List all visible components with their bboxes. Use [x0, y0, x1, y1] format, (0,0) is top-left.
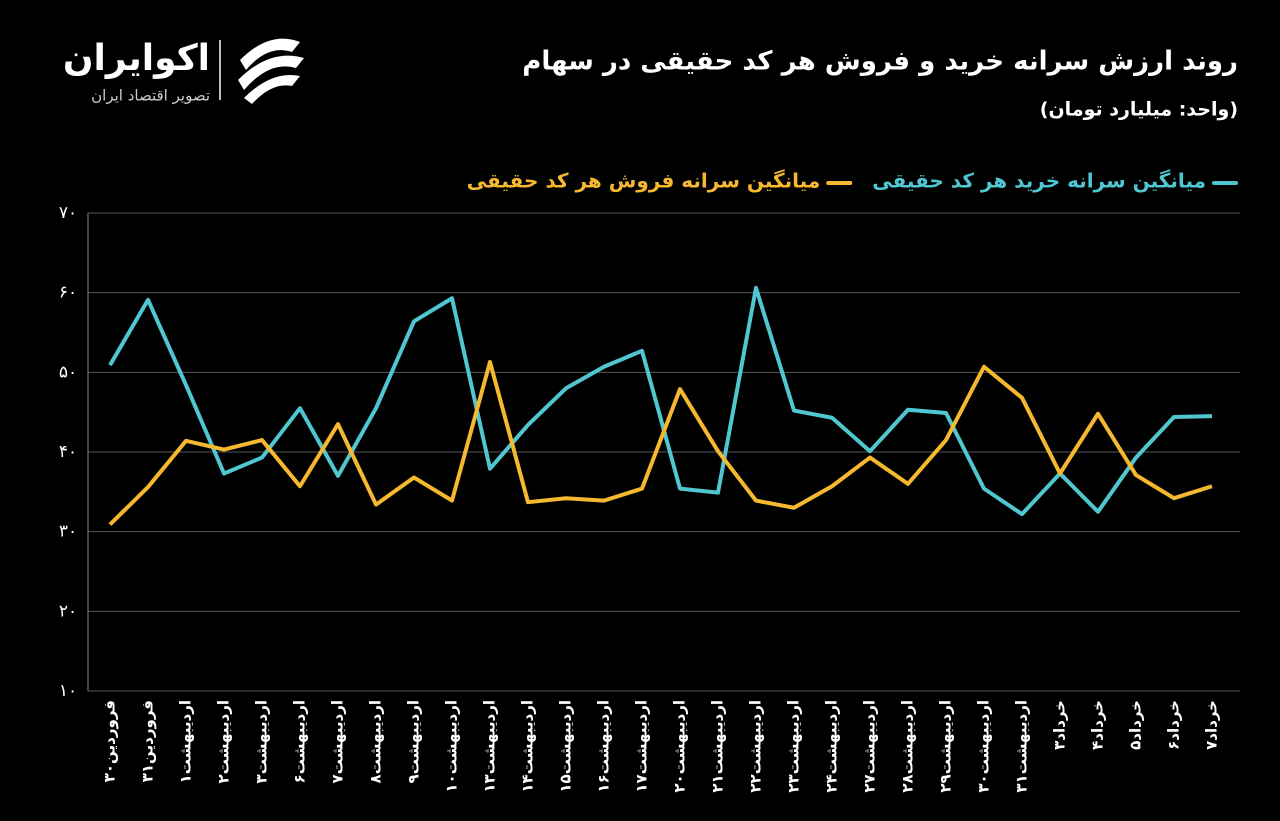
x-tick-label: ۴خرداد — [1089, 700, 1107, 750]
x-tick-label: ۲۷اردیبهشت — [861, 700, 879, 793]
brand-name: اکوایران — [63, 38, 210, 79]
x-tick-label: ۷اردیبهشت — [329, 700, 347, 783]
legend-label: میانگین سرانه خرید هر کد حقیقی — [872, 169, 1206, 193]
x-tick-label: ۶خرداد — [1165, 700, 1183, 750]
series-line — [108, 359, 1213, 526]
x-tick-label: ۳۰اردیبهشت — [975, 700, 993, 793]
x-tick-label: ۸اردیبهشت — [367, 700, 385, 783]
x-tick-label: ۹اردیبهشت — [405, 700, 423, 783]
x-tick-label: ۲اردیبهشت — [215, 700, 233, 783]
x-tick-label: ۳۰فروردین — [101, 700, 119, 782]
x-tick-label: ۳۱فروردین — [139, 700, 157, 782]
y-tick-label: ۶۰ — [59, 283, 77, 303]
y-tick-label: ۷۰ — [59, 203, 77, 223]
x-tick-label: ۱۰اردیبهشت — [443, 700, 461, 793]
x-tick-label: ۳خرداد — [1051, 700, 1069, 750]
brand-tagline: تصویر اقتصاد ایران — [91, 87, 210, 105]
x-tick-label: ۲۹اردیبهشت — [937, 700, 955, 793]
x-tick-label: ۲۰اردیبهشت — [671, 700, 689, 793]
y-tick-label: ۲۰ — [59, 601, 77, 621]
x-tick-label: ۱۳اردیبهشت — [481, 700, 499, 793]
y-tick-label: ۳۰ — [59, 522, 77, 542]
y-tick-label: ۴۰ — [59, 442, 77, 462]
chart-title: روند ارزش سرانه خرید و فروش هر کد حقیقی … — [522, 47, 1238, 77]
x-tick-label: ۱۶اردیبهشت — [595, 700, 613, 793]
series-line — [108, 285, 1213, 517]
x-tick-label: ۱۴اردیبهشت — [519, 700, 537, 793]
logo-icon — [238, 38, 304, 104]
x-tick-label: ۲۴اردیبهشت — [823, 700, 841, 793]
y-tick-label: ۱۰ — [59, 681, 77, 701]
x-tick-label: ۲۸اردیبهشت — [899, 700, 917, 793]
x-tick-label: ۵خرداد — [1127, 700, 1145, 750]
x-tick-label: ۶اردیبهشت — [291, 700, 309, 783]
x-tick-label: ۲۳اردیبهشت — [785, 700, 803, 793]
legend-label: میانگین سرانه فروش هر کد حقیقی — [467, 169, 820, 193]
x-tick-label: ۱۷اردیبهشت — [633, 700, 651, 793]
chart-subtitle: (واحد: میلیارد تومان) — [1040, 99, 1238, 121]
x-tick-label: ۳۱اردیبهشت — [1013, 700, 1031, 793]
x-tick-label: ۱۵اردیبهشت — [557, 700, 575, 793]
x-tick-label: ۲۲اردیبهشت — [747, 700, 765, 793]
x-tick-label: ۳اردیبهشت — [253, 700, 271, 783]
x-tick-label: ۱اردیبهشت — [177, 700, 195, 783]
y-tick-label: ۵۰ — [59, 362, 77, 382]
x-tick-label: ۷خرداد — [1203, 700, 1221, 750]
x-tick-label: ۲۱اردیبهشت — [709, 700, 727, 793]
